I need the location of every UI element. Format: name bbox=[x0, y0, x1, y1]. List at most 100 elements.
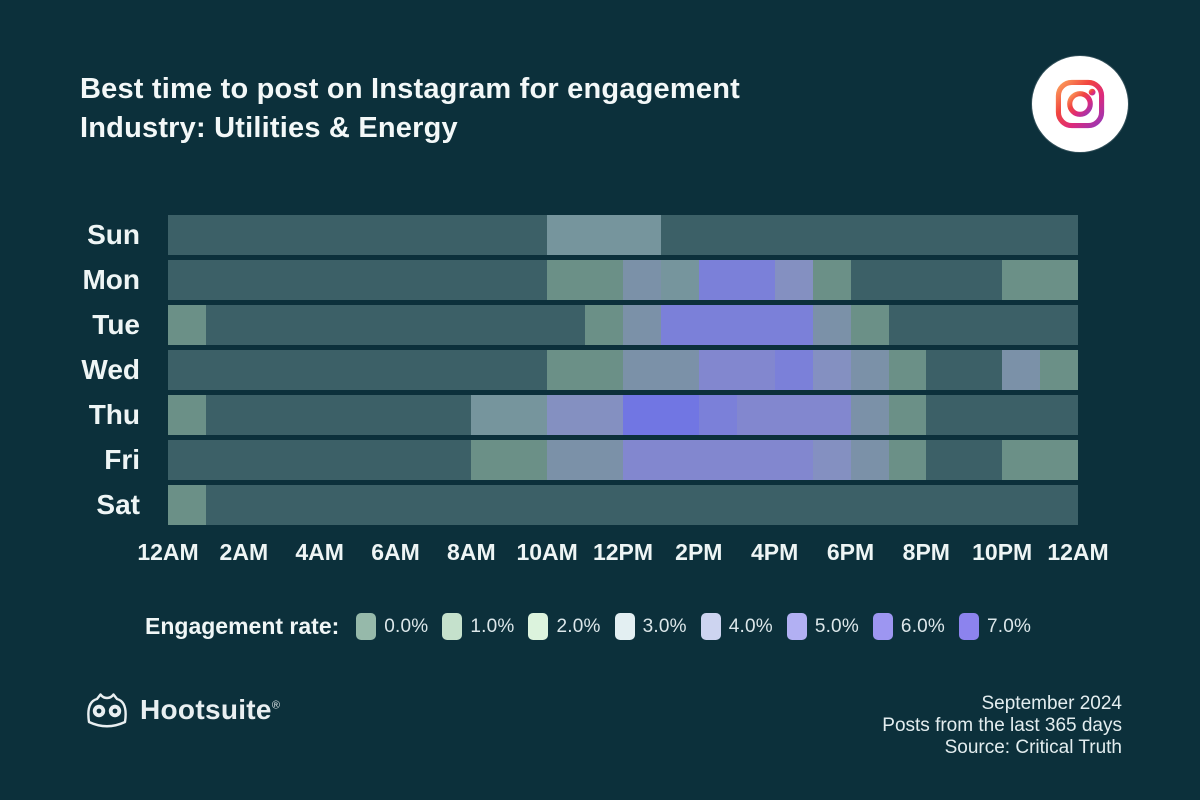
heatmap-cell bbox=[433, 260, 472, 300]
heatmap-cell bbox=[774, 350, 813, 390]
day-label-wed: Wed bbox=[81, 354, 140, 385]
heatmap-cell bbox=[736, 305, 775, 345]
heatmap-cell bbox=[319, 305, 358, 345]
heatmap-cells bbox=[168, 305, 1079, 345]
heatmap-cell bbox=[623, 260, 661, 300]
legend: Engagement rate: 0.0% 1.0% 2.0% 3.0% 4.0% 5.0… bbox=[145, 613, 1045, 640]
legend-title: Engagement rate: bbox=[145, 613, 340, 639]
heatmap-cell bbox=[888, 440, 927, 480]
heatmap-cell bbox=[357, 485, 396, 525]
legend-swatch bbox=[872, 613, 893, 640]
x-tick-label: 6PM bbox=[826, 539, 875, 565]
x-tick-label: 4PM bbox=[751, 539, 799, 565]
heatmap-cell bbox=[774, 260, 813, 300]
heatmap-cell bbox=[888, 260, 927, 300]
legend-label: 4.0% bbox=[728, 615, 773, 637]
title-line-2: Industry: Utilities & Energy bbox=[80, 112, 458, 144]
heatmap-cell bbox=[281, 350, 320, 390]
heatmap-cell bbox=[585, 305, 624, 345]
heatmap-cell bbox=[623, 350, 661, 390]
heatmap-cell bbox=[585, 440, 624, 480]
day-label-sat: Sat bbox=[96, 489, 140, 520]
heatmap-cell bbox=[547, 395, 586, 435]
footer-note: Posts from the last 365 days bbox=[882, 715, 1122, 736]
legend-swatch bbox=[442, 613, 463, 640]
heatmap-row-tue: Tue bbox=[0, 305, 1079, 345]
owl-icon bbox=[87, 693, 127, 728]
heatmap-cells bbox=[168, 350, 1079, 390]
heatmap-cells bbox=[168, 485, 1079, 525]
heatmap-cell bbox=[168, 440, 206, 480]
heatmap-cell bbox=[888, 350, 927, 390]
heatmap-cell bbox=[812, 260, 851, 300]
day-label-fri: Fri bbox=[104, 444, 140, 475]
heatmap-cell bbox=[281, 215, 320, 255]
legend-item: 2.0% bbox=[528, 613, 600, 640]
heatmap-cell bbox=[888, 395, 927, 435]
heatmap-cell bbox=[395, 395, 434, 435]
heatmap-cell bbox=[964, 215, 1003, 255]
heatmap-cell bbox=[660, 440, 699, 480]
heatmap-cell bbox=[319, 440, 358, 480]
legend-swatch bbox=[786, 613, 807, 640]
heatmap-cell bbox=[660, 485, 699, 525]
heatmap-cell bbox=[471, 305, 510, 345]
heatmap-row-mon: Mon bbox=[0, 260, 1079, 300]
heatmap-cell bbox=[888, 485, 927, 525]
heatmap-cell bbox=[281, 395, 320, 435]
heatmap-row-thu: Thu bbox=[0, 395, 1079, 435]
heatmap-x-axis: 12AM 2AM 4AM 6AM 8AM 10AM 12PM 2PM 4PM 6PM 8PM 10PM… bbox=[137, 539, 1108, 567]
heatmap-cell bbox=[850, 485, 889, 525]
heatmap-cell bbox=[547, 215, 586, 255]
heatmap-cell bbox=[168, 260, 206, 300]
heatmap-cell bbox=[850, 440, 889, 480]
heatmap-cell bbox=[357, 260, 396, 300]
heatmap-grid: Sun Mon Tue Wed Thu Fri Sat bbox=[0, 215, 1079, 530]
x-tick-label: 2PM bbox=[675, 539, 723, 565]
day-label-mon: Mon bbox=[82, 264, 140, 295]
heatmap-cell bbox=[698, 260, 737, 300]
heatmap-cell bbox=[964, 485, 1003, 525]
heatmap-cell bbox=[547, 440, 586, 480]
heatmap-cell bbox=[812, 395, 851, 435]
legend-label: 7.0% bbox=[987, 615, 1032, 637]
instagram-logo-badge bbox=[1032, 56, 1128, 152]
heatmap-cell bbox=[205, 440, 244, 480]
heatmap-cell bbox=[1040, 260, 1079, 300]
heatmap-cell bbox=[1040, 305, 1079, 345]
heatmap-cell bbox=[850, 215, 889, 255]
footer-meta: September 2024 Posts from the last 365 d… bbox=[882, 693, 1122, 759]
heatmap-cell bbox=[926, 350, 965, 390]
heatmap-cell bbox=[433, 440, 472, 480]
heatmap-cell bbox=[547, 350, 586, 390]
heatmap-cell bbox=[433, 305, 472, 345]
heatmap-row-fri: Fri bbox=[0, 440, 1079, 480]
heatmap-cell bbox=[243, 260, 282, 300]
heatmap-cell bbox=[205, 350, 244, 390]
legend-swatch bbox=[700, 613, 721, 640]
legend-swatch bbox=[959, 613, 980, 640]
heatmap-cell bbox=[395, 485, 434, 525]
heatmap-cell bbox=[585, 395, 624, 435]
heatmap-cell bbox=[205, 260, 244, 300]
heatmap-cell bbox=[623, 305, 661, 345]
legend-swatch bbox=[614, 613, 635, 640]
x-tick-label: 6AM bbox=[371, 539, 420, 565]
heatmap-cell bbox=[509, 215, 548, 255]
heatmap-cell bbox=[319, 350, 358, 390]
heatmap-cell bbox=[964, 350, 1003, 390]
heatmap-cell bbox=[1040, 395, 1079, 435]
legend-label: 2.0% bbox=[556, 615, 601, 637]
heatmap-cell bbox=[585, 215, 624, 255]
heatmap-cell bbox=[471, 350, 510, 390]
heatmap-cell bbox=[812, 440, 851, 480]
heatmap-cell bbox=[698, 305, 737, 345]
heatmap-cell bbox=[660, 215, 699, 255]
heatmap-cell bbox=[509, 260, 548, 300]
heatmap-cell bbox=[964, 440, 1003, 480]
heatmap-cell bbox=[736, 260, 775, 300]
heatmap-cell bbox=[623, 485, 661, 525]
heatmap-cell bbox=[357, 350, 396, 390]
heatmap-cell bbox=[585, 485, 624, 525]
legend-label: 3.0% bbox=[642, 615, 687, 637]
